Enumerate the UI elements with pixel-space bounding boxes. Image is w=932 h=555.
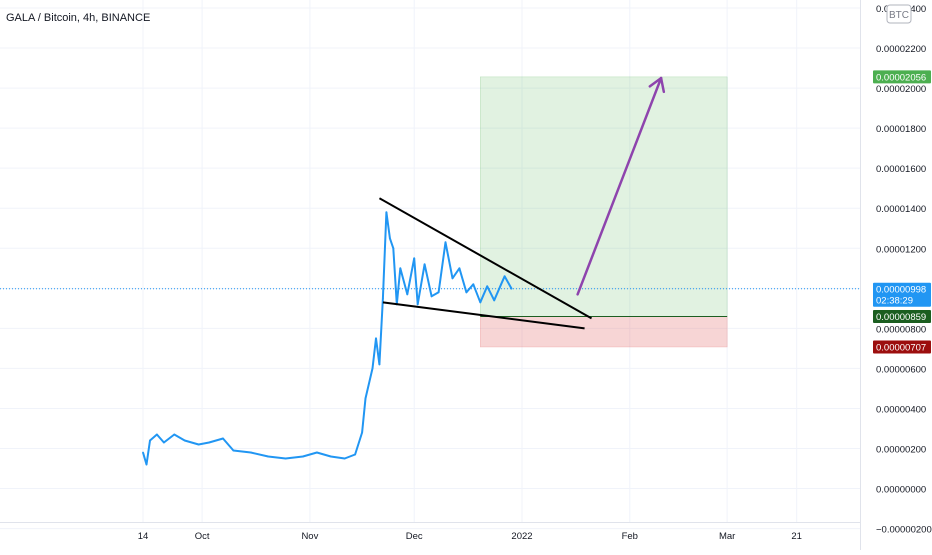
- price-point: [183, 439, 186, 442]
- currency-badge[interactable]: BTC: [886, 4, 912, 24]
- y-tick-label: 0.00001600: [876, 164, 926, 175]
- price-labels: 0.000020560.0000099802:38:290.000008590.…: [873, 70, 931, 354]
- position-box[interactable]: [480, 76, 728, 348]
- projection-arrow[interactable]: [576, 76, 663, 296]
- current-price-label-text: 0.00000998: [876, 285, 926, 296]
- target-price-label-text: 0.00002056: [876, 72, 926, 83]
- price-point: [156, 433, 158, 436]
- price-point: [343, 457, 346, 460]
- price-point: [329, 455, 332, 458]
- price-point: [232, 449, 235, 452]
- price-point: [451, 277, 454, 280]
- price-point: [406, 293, 409, 296]
- price-point: [284, 457, 287, 460]
- price-point: [197, 443, 200, 446]
- y-tick-label: 0.00002200: [876, 44, 926, 55]
- x-tick-label: Mar: [719, 531, 735, 542]
- y-tick-label: 0.00000200: [876, 445, 926, 456]
- price-point: [423, 263, 426, 266]
- y-tick-label: −0.00000200: [876, 525, 932, 536]
- price-point: [416, 303, 419, 306]
- price-point: [173, 433, 176, 436]
- price-series: [0, 211, 860, 466]
- x-tick-label: Nov: [301, 531, 318, 542]
- y-tick-label: 0.00001400: [876, 204, 926, 215]
- price-point: [510, 287, 513, 290]
- price-point: [302, 455, 304, 458]
- current-price-label-text: 02:38:29: [876, 296, 913, 307]
- price-point: [388, 237, 391, 240]
- price-point: [364, 397, 367, 400]
- price-point: [382, 297, 384, 300]
- price-point: [392, 247, 395, 250]
- price-point: [249, 451, 252, 454]
- price-point: [437, 291, 440, 294]
- currency-badge-label: BTC: [889, 10, 909, 21]
- loss-zone[interactable]: [480, 316, 728, 348]
- y-tick-label: 0.00000600: [876, 364, 926, 375]
- price-point: [315, 451, 318, 454]
- arrow-head[interactable]: [659, 76, 666, 94]
- y-tick-label: 0.00000400: [876, 404, 926, 415]
- entry-price-label-text: 0.00000859: [876, 312, 926, 323]
- price-point: [208, 441, 210, 444]
- price-point: [222, 437, 224, 440]
- price-point: [458, 267, 461, 270]
- x-tick-label: 21: [791, 531, 802, 542]
- price-point: [375, 337, 377, 340]
- price-point: [267, 455, 270, 458]
- price-point: [493, 299, 496, 302]
- price-point: [385, 211, 388, 214]
- x-tick-label: 14: [138, 531, 149, 542]
- drawings[interactable]: [378, 76, 666, 330]
- trendline-lower[interactable]: [382, 301, 585, 330]
- entry-price-label-bg: [873, 310, 931, 324]
- price-point: [472, 283, 475, 286]
- profit-zone[interactable]: [480, 76, 728, 317]
- y-tick-label: 0.00002000: [876, 84, 926, 95]
- price-point: [162, 441, 165, 444]
- price-point: [500, 283, 503, 286]
- x-tick-label: 2022: [511, 531, 532, 542]
- current-price-label-bg: [873, 282, 931, 307]
- x-tick-label: Dec: [406, 531, 423, 542]
- arrow-head[interactable]: [648, 76, 663, 88]
- stop-price-label-bg: [873, 340, 931, 354]
- trendline-upper[interactable]: [378, 197, 593, 320]
- y-tick-label: 0.00001200: [876, 244, 926, 255]
- target-price-label-bg: [873, 70, 931, 84]
- price-point: [399, 267, 402, 270]
- time-axis: 14 Oct Nov Dec 2022 Feb Mar 21: [138, 531, 802, 542]
- y-tick-label: 0.00000000: [876, 485, 926, 496]
- price-point: [430, 295, 433, 298]
- price-point: [378, 363, 381, 366]
- price-point: [479, 301, 482, 304]
- stop-price-label-text: 0.00000707: [876, 342, 926, 353]
- y-tick-label: 0.00000800: [876, 324, 926, 335]
- price-point: [486, 285, 489, 288]
- price-point: [354, 453, 357, 456]
- chart-title: GALA / Bitcoin, 4h, BINANCE: [6, 12, 150, 24]
- price-point: [371, 367, 374, 370]
- y-tick-label: 0.00001800: [876, 124, 926, 135]
- x-tick-label: Oct: [195, 531, 210, 542]
- price-point: [145, 463, 148, 466]
- price-point: [465, 291, 468, 294]
- price-point: [503, 275, 506, 278]
- price-point: [149, 439, 151, 442]
- x-tick-label: Feb: [622, 531, 638, 542]
- price-point: [413, 257, 416, 260]
- price-point: [142, 451, 144, 454]
- price-point: [444, 241, 447, 244]
- price-point: [361, 431, 363, 434]
